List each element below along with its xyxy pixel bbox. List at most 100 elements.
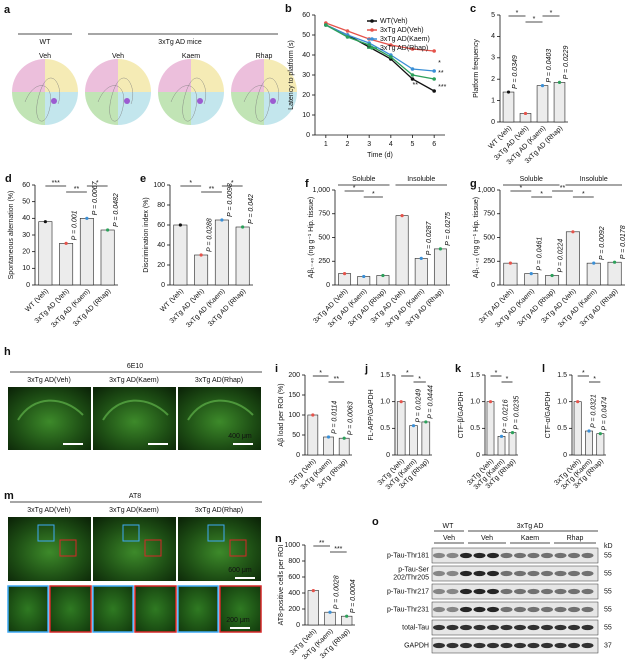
pool-quadrant [85,59,118,92]
y-tick-label: 5 [491,12,495,19]
legend-label: 3xTg AD(Rhap) [380,45,428,52]
y-tick-label: 1.0 [380,399,390,406]
y-axis-label: AT8-positive cells per ROI [278,545,285,626]
group-label: 3xTg AD [517,523,544,530]
y-tick-label: 40 [302,52,310,59]
mean-point [438,247,443,251]
zoom-image [219,585,262,633]
blot-band [473,606,486,613]
roi-box [144,539,162,557]
y-axis-label: CTF-β/GAPDH [458,392,465,439]
group-label: 3xTg AD(Veh) [27,377,71,384]
x-tick-label: 3xTg AD (Rhap) [207,288,247,328]
bar [502,91,515,123]
blot-band [527,606,540,613]
y-tick-label: 0 [296,622,300,629]
micrograph [93,517,176,581]
row-label: GAPDH [404,642,429,649]
kd-label: 37 [604,642,612,649]
blot-band [568,642,580,649]
y-tick-label: 30 [22,232,30,239]
significance: *** [438,84,446,91]
treatment-label: Kaem [182,53,200,60]
hippocampus [17,399,84,421]
y-tick-label: 200 [288,372,300,379]
blot-band [500,624,513,631]
y-axis-label: FL-APP/GAPDH [368,389,375,440]
series-point [389,43,393,47]
y-tick-label: 0 [491,119,495,126]
panel-label: c [470,3,476,15]
x-tick-label: 6 [432,141,436,148]
y-tick-label: 20 [157,262,165,269]
significance: *** [334,546,342,553]
blot-band [460,552,472,559]
bar [235,226,250,286]
blot-band [487,624,499,631]
significance: * [582,370,585,377]
mean-point [576,400,580,404]
y-axis-label: Discrimination index (%) [143,197,150,272]
y-tick-label: 500 [318,234,330,241]
blot-band [514,606,526,613]
mean-point [220,218,224,222]
y-axis-label: Latency to platform (s) [288,40,295,110]
micrograph [178,517,261,581]
blot-band [581,642,594,649]
scale-label: 600 μm [228,567,252,574]
blot-band [446,570,459,577]
p-value: P = 0.0249 [415,389,422,423]
y-tick-label: 100 [153,182,165,189]
mean-point [106,228,110,232]
bar [338,437,350,456]
y-tick-label: 0.5 [380,425,390,432]
y-tick-label: 100 [288,412,300,419]
mean-point [400,214,404,218]
roi-box [59,539,77,557]
mean-point [506,90,511,94]
blot-band [460,570,472,577]
blot-band [541,570,553,577]
roi-box [207,524,225,542]
scale-label: 400 μm [228,433,252,440]
blot-band [473,552,486,559]
blot-band [446,642,459,649]
y-tick-label: 1000 [284,542,300,549]
group-label: Soluble [520,176,543,183]
blot-band [433,570,445,577]
panel-label: j [364,363,368,375]
group-label: Insoluble [407,176,435,183]
blot-band [568,624,580,631]
legend-dot [370,37,374,41]
y-tick-label: 750 [483,211,495,218]
panel-label: e [140,173,146,185]
panel-label: d [5,173,12,185]
group-label: 3xTg AD(Veh) [27,507,71,514]
legend-dot [370,28,374,32]
mean-point [540,84,545,88]
blot-band [541,642,553,649]
blot-band [473,624,486,631]
pool-quadrant [12,59,45,92]
y-tick-label: 10 [302,112,310,119]
pool-quadrant [118,59,151,92]
blot-band [527,624,540,631]
bar [596,433,605,456]
blot-band [433,624,445,631]
p-value: P = 0.0063 [347,401,354,435]
bar [307,414,319,456]
blot-band [568,606,580,613]
y-tick-label: 60 [302,12,310,19]
group-label: 3xTg AD(Kaem) [109,377,159,384]
bar [79,218,94,286]
blot-band [581,552,594,559]
legend-dot [370,19,374,23]
blot-band [500,588,513,595]
row-label: p-Tau-Thr181 [387,552,429,559]
y-axis-label: Platform frequency [473,39,480,98]
kd-label: 55 [604,588,612,595]
mean-point [424,420,428,424]
series-point [410,73,415,77]
bar [585,430,593,456]
